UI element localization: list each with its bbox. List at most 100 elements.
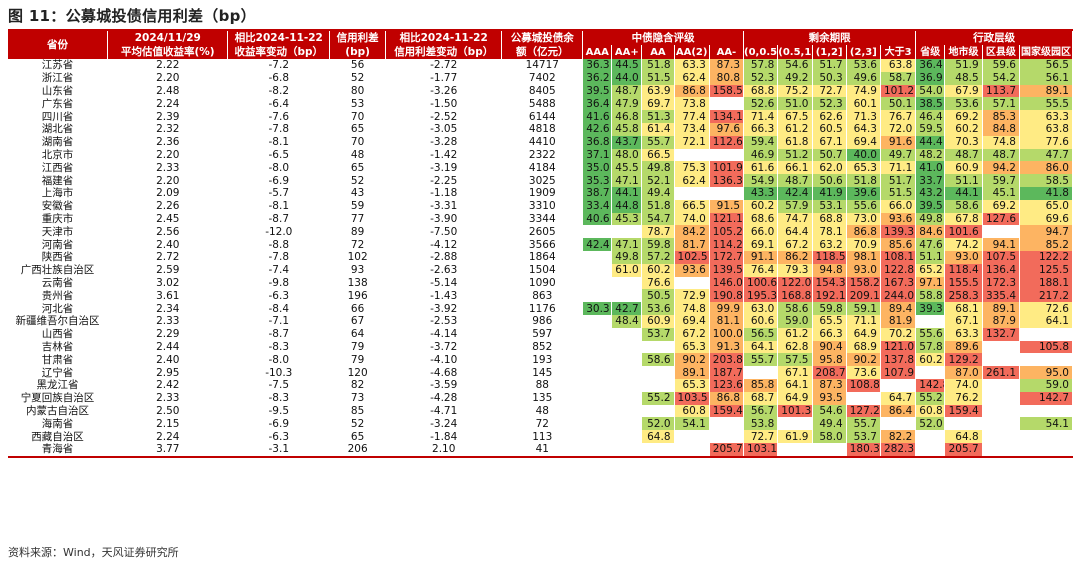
admin-cell: 107.5 <box>982 250 1021 264</box>
admin-cell <box>982 391 1021 405</box>
yield-change-cell: -12.0 <box>227 225 331 239</box>
admin-cell: 86.0 <box>1019 161 1073 175</box>
yield-change-cell: -8.3 <box>227 391 331 405</box>
spread-change-cell: -2.52 <box>385 110 503 123</box>
maturity-cell: 64.1 <box>777 378 813 392</box>
admin-cell: 60.9 <box>944 161 983 175</box>
yield-change-cell: -7.1 <box>227 314 331 328</box>
yield-cell: 2.44 <box>107 340 229 354</box>
rating-cell: 49.8 <box>611 250 643 264</box>
maturity-cell: 93.0 <box>846 263 881 277</box>
yield-change-cell: -8.7 <box>227 327 331 341</box>
yield-cell: 2.48 <box>107 84 229 98</box>
balance-cell: 1090 <box>501 276 584 290</box>
spread-cell: 59 <box>329 199 387 213</box>
balance-cell: 1504 <box>501 263 584 277</box>
rating-cell <box>674 186 710 200</box>
province-cell: 四川省 <box>8 110 109 123</box>
spread-cell: 65 <box>329 161 387 175</box>
yield-cell: 2.34 <box>107 302 229 315</box>
rating-cell <box>611 366 643 379</box>
header-yield-change-label: 收益率变动（bp） <box>227 45 331 59</box>
admin-cell: 47.7 <box>1019 148 1073 162</box>
maturity-cell: 61.2 <box>777 327 813 341</box>
spread-change-cell: -5.14 <box>385 276 503 290</box>
maturity-cell: 72.7 <box>743 430 779 443</box>
maturity-cell: 244.0 <box>880 289 917 303</box>
admin-cell: 85.3 <box>982 110 1021 123</box>
balance-cell: 3344 <box>501 212 584 226</box>
admin-cell <box>915 314 946 328</box>
maturity-cell: 68.7 <box>743 391 779 405</box>
rating-cell: 54.7 <box>641 212 675 226</box>
rating-cell <box>611 404 643 418</box>
rating-cell: 47.9 <box>611 97 643 111</box>
spread-change-cell: -3.19 <box>385 161 503 175</box>
maturity-cell: 68.9 <box>846 340 881 354</box>
yield-cell: 2.20 <box>107 148 229 162</box>
rating-cell <box>582 430 613 443</box>
spread-cell: 48 <box>329 148 387 162</box>
rating-cell: 69.7 <box>641 97 675 111</box>
table-row: 湖南省 2.36 -8.1 70 -3.28 4410 36.8 43.7 55.7 72.1 11… <box>8 135 1073 149</box>
rating-cell: 35.0 <box>582 161 613 175</box>
rating-cell: 33.4 <box>582 199 613 213</box>
rating-cell: 66.5 <box>641 148 675 162</box>
admin-cell <box>982 378 1021 392</box>
province-cell: 贵州省 <box>8 289 109 303</box>
header-yield-label: 平均估值收益率(%) <box>107 45 229 59</box>
yield-change-cell: -7.6 <box>227 110 331 123</box>
rating-cell <box>611 391 643 405</box>
maturity-cell: 93.6 <box>880 212 917 226</box>
spread-change-cell: -2.88 <box>385 250 503 264</box>
rating-cell: 53.7 <box>641 327 675 341</box>
yield-change-cell: -8.1 <box>227 199 331 213</box>
rating-cell: 66.5 <box>674 199 710 213</box>
balance-cell: 1864 <box>501 250 584 264</box>
rating-cell: 62.4 <box>674 174 710 187</box>
yield-cell: 2.29 <box>107 327 229 341</box>
maturity-cell: 86.2 <box>777 250 813 264</box>
province-cell: 广东省 <box>8 97 109 111</box>
table-row: 青海省 3.77 -3.1 206 2.10 41 205.7 103.1 180.3 282.3… <box>8 442 1073 456</box>
rating-cell: 59.8 <box>641 238 675 251</box>
maturity-cell <box>743 366 779 379</box>
maturity-cell: 50.1 <box>880 97 917 111</box>
spread-change-cell: -1.84 <box>385 430 503 443</box>
balance-cell: 4818 <box>501 122 584 136</box>
spread-change-cell: -3.28 <box>385 135 503 149</box>
admin-cell: 64.8 <box>944 430 983 443</box>
yield-cell: 2.36 <box>107 135 229 149</box>
rating-cell <box>582 340 613 354</box>
maturity-cell: 74.7 <box>777 212 813 226</box>
yield-cell: 2.39 <box>107 110 229 123</box>
maturity-cell: 75.2 <box>777 84 813 98</box>
yield-cell: 2.24 <box>107 430 229 443</box>
maturity-cell: 74.9 <box>846 84 881 98</box>
admin-cell: 59.6 <box>982 59 1021 72</box>
admin-cell: 205.7 <box>944 442 983 456</box>
rating-cell: 47.1 <box>611 174 643 187</box>
rating-cell: 72.9 <box>674 289 710 303</box>
rating-cell <box>582 250 613 264</box>
rating-cell <box>674 276 710 290</box>
maturity-cell: 70.9 <box>846 238 881 251</box>
yield-change-cell: -8.2 <box>227 84 331 98</box>
rating-cell: 60.8 <box>674 404 710 418</box>
yield-cell: 2.20 <box>107 71 229 85</box>
maturity-cell: 57.8 <box>743 59 779 72</box>
rating-cell: 54.1 <box>674 417 710 431</box>
balance-cell: 1176 <box>501 302 584 315</box>
admin-cell: 59.5 <box>915 122 946 136</box>
maturity-cell: 55.7 <box>846 417 881 431</box>
spread-change-cell: -3.90 <box>385 212 503 226</box>
spread-cell: 206 <box>329 442 387 456</box>
maturity-cell: 52.3 <box>812 97 847 111</box>
rating-cell: 36.4 <box>582 97 613 111</box>
rating-cell <box>611 327 643 341</box>
admin-cell: 41.8 <box>1019 186 1073 200</box>
spread-cell: 79 <box>329 340 387 354</box>
rating-cell: 30.3 <box>582 302 613 315</box>
balance-cell: 145 <box>501 366 584 379</box>
maturity-cell: 66.1 <box>777 161 813 175</box>
